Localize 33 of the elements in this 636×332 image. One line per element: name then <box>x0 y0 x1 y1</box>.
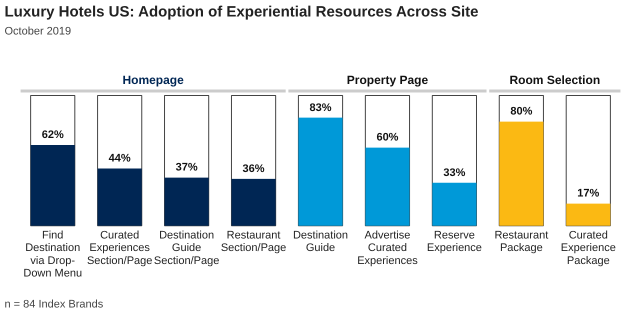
x-tick-label: Curated Experiences Section/Page <box>86 230 152 267</box>
chart-title: Luxury Hotels US: Adoption of Experiential Resources Across Site <box>4 4 478 20</box>
bar <box>566 204 610 226</box>
x-tick-label: Restaurant Section/Page <box>220 230 286 254</box>
bar <box>164 178 209 226</box>
data-label: 44% <box>108 152 131 165</box>
bar <box>98 168 142 226</box>
data-label: 83% <box>310 102 332 114</box>
bar <box>231 178 276 226</box>
bar <box>30 145 75 226</box>
data-label: 17% <box>577 188 600 200</box>
data-label: 37% <box>176 162 198 174</box>
x-tick-label: Destination Guide Section/Page <box>154 230 220 267</box>
data-label: 60% <box>376 132 399 144</box>
x-tick-label: Destination Guide <box>292 230 348 254</box>
text: Room Selection <box>509 73 600 88</box>
bar <box>432 182 476 226</box>
data-label: 33% <box>443 166 466 179</box>
text: Homepage <box>122 73 184 88</box>
data-label: 62% <box>42 129 64 142</box>
x-tick-label: Curated Experience Package <box>560 230 616 267</box>
text: Property Page <box>346 73 428 88</box>
data-label: 80% <box>510 106 533 118</box>
x-tick-label: Reserve Experience <box>426 230 482 254</box>
data-label: 36% <box>242 162 265 175</box>
bar <box>365 148 410 226</box>
bar <box>298 118 343 226</box>
bar <box>499 122 544 226</box>
x-tick-label: Advertise Curated Experiences <box>357 230 418 267</box>
x-tick-label: Restaurant Package <box>494 230 548 254</box>
chart-subtitle: October 2019 <box>4 26 72 38</box>
text: n = 84 Index Brands <box>4 298 104 310</box>
x-tick-label: Find Destination via Drop-Down Menu <box>23 230 82 280</box>
